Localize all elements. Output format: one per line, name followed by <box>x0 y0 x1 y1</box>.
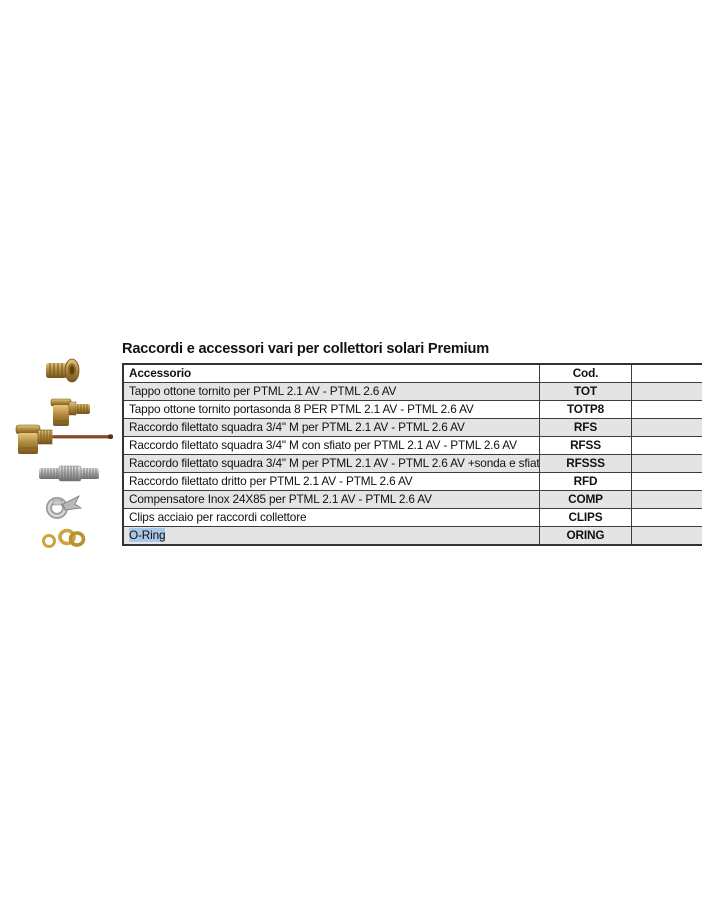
empty-cell <box>631 418 702 437</box>
header-empty <box>631 363 702 383</box>
accessorio-cell: Tappo ottone tornito portasonda 8 PER PT… <box>122 400 540 419</box>
cod-cell: RFSS <box>539 436 632 455</box>
accessorio-cell: Raccordo filettato squadra 3/4" M per PT… <box>122 418 540 437</box>
brass-elbow-fitting-photo <box>50 398 90 426</box>
table-row-rfs: Raccordo filettato squadra 3/4" M per PT… <box>122 418 702 437</box>
cod-cell: RFS <box>539 418 632 437</box>
brass-elbow-with-probe-photo <box>15 424 113 454</box>
accessorio-cell: Clips acciaio per raccordi collettore <box>122 508 540 527</box>
cod-cell: TOT <box>539 382 632 401</box>
table-row-rfss: Raccordo filettato squadra 3/4" M con sf… <box>122 436 702 455</box>
accessorio-cell: Raccordo filettato squadra 3/4" M per PT… <box>122 454 540 473</box>
accessories-table: Accessorio Cod. Tappo ottone tornito per… <box>122 363 702 546</box>
cod-cell: COMP <box>539 490 632 509</box>
table-row-rfsss: Raccordo filettato squadra 3/4" M per PT… <box>122 454 702 473</box>
header-cod: Cod. <box>539 363 632 383</box>
accessorio-cell: Tappo ottone tornito per PTML 2.1 AV - P… <box>122 382 540 401</box>
empty-cell <box>631 472 702 491</box>
cod-cell: RFD <box>539 472 632 491</box>
table-row-totp8: Tappo ottone tornito portasonda 8 PER PT… <box>122 400 702 419</box>
table-row-comp: Compensatore Inox 24X85 per PTML 2.1 AV … <box>122 490 702 509</box>
empty-cell <box>631 454 702 473</box>
steel-clip-photo <box>46 495 83 519</box>
header-accessorio: Accessorio <box>122 363 540 383</box>
empty-cell <box>631 526 702 546</box>
cod-cell: RFSSS <box>539 454 632 473</box>
empty-cell <box>631 400 702 419</box>
table-header-row: Accessorio Cod. <box>122 363 702 383</box>
inox-compensator-photo <box>39 465 99 482</box>
o-rings-photo <box>42 528 86 548</box>
cod-cell: TOTP8 <box>539 400 632 419</box>
empty-cell <box>631 490 702 509</box>
cod-cell: CLIPS <box>539 508 632 527</box>
table-row-tot: Tappo ottone tornito per PTML 2.1 AV - P… <box>122 382 702 401</box>
accessorio-cell: Raccordo filettato dritto per PTML 2.1 A… <box>122 472 540 491</box>
accessorio-cell: Raccordo filettato squadra 3/4" M con sf… <box>122 436 540 455</box>
empty-cell <box>631 436 702 455</box>
empty-cell <box>631 508 702 527</box>
selected-text[interactable]: O-Ring <box>129 528 166 543</box>
empty-cell <box>631 382 702 401</box>
table-row-clips: Clips acciaio per raccordi collettore CL… <box>122 508 702 527</box>
table-row-oring: O-Ring ORING <box>122 526 702 546</box>
brass-turned-cap-photo <box>46 358 80 383</box>
page-title: Raccordi e accessori vari per collettori… <box>122 341 489 357</box>
accessorio-cell: Compensatore Inox 24X85 per PTML 2.1 AV … <box>122 490 540 509</box>
cod-cell: ORING <box>539 526 632 546</box>
accessorio-cell: O-Ring <box>122 526 540 546</box>
table-row-rfd: Raccordo filettato dritto per PTML 2.1 A… <box>122 472 702 491</box>
